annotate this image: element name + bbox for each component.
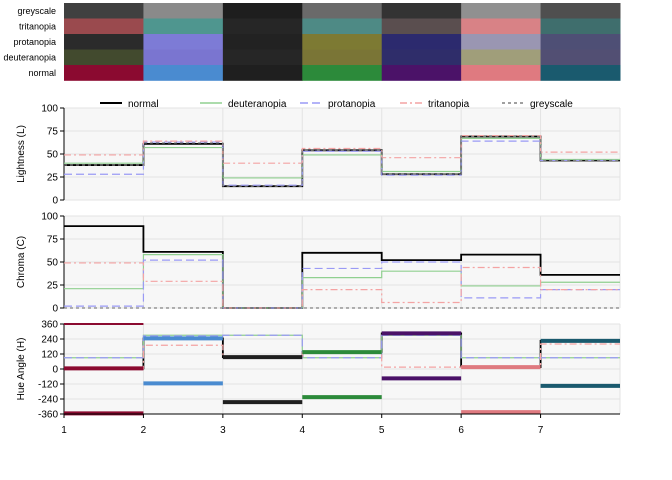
x-tick-label: 3 [220, 425, 226, 436]
x-tick-label: 2 [141, 425, 147, 436]
strip-cell-deuteranopia-1 [64, 49, 144, 66]
legend-label-normal: normal [128, 99, 159, 110]
x-tick-label: 4 [300, 425, 306, 436]
y-axis-label: Chroma (C) [16, 236, 27, 288]
y-tick-label: 120 [41, 350, 58, 361]
strip-row-label-greyscale: greyscale [17, 6, 56, 16]
legend-item-tritanopia: tritanopia [400, 99, 470, 110]
strip-cell-greyscale-2 [143, 3, 224, 19]
chart-legend: normal deuteranopia protanopia tritanopia gr… [100, 99, 573, 110]
y-tick-label: 50 [47, 258, 59, 269]
legend-item-deuteranopia: deuteranopia [200, 99, 287, 110]
series-line-protanopia [64, 259, 620, 309]
strip-cell-protanopia-7 [540, 34, 621, 50]
strip-cell-normal-5 [381, 65, 462, 81]
y-tick-label: 25 [47, 281, 59, 292]
series-line-protanopia [64, 140, 620, 186]
y-tick-label: 0 [52, 304, 58, 315]
strip-cell-deuteranopia-3 [222, 49, 303, 66]
series-line-tritanopia [64, 135, 620, 164]
strip-cell-tritanopia-6 [461, 18, 542, 35]
legend-label-protanopia: protanopia [328, 99, 376, 110]
strip-cell-protanopia-6 [461, 34, 542, 50]
strip-cell-deuteranopia-5 [381, 49, 462, 66]
legend-label-deuteranopia: deuteranopia [228, 99, 287, 110]
legend-label-tritanopia: tritanopia [428, 99, 470, 110]
strip-cell-normal-7 [540, 65, 621, 81]
series-line-normal [64, 225, 620, 309]
series-line-deuteranopia [64, 254, 620, 309]
y-tick-label: 100 [41, 104, 58, 115]
legend-item-normal: normal [100, 99, 159, 110]
panel-lightness-l: 0 25 50 75 100 Lightness (L) [16, 104, 621, 207]
strip-cell-tritanopia-7 [540, 18, 621, 35]
strip-cell-deuteranopia-7 [540, 49, 621, 66]
strip-cell-deuteranopia-4 [302, 49, 383, 66]
strip-cell-tritanopia-5 [381, 18, 462, 35]
strip-cell-greyscale-6 [461, 3, 542, 19]
panel-hue-angle-h: -360 -240 -120 0 120 240 360 Hue Angle (H) 1 2 3 4 5… [16, 320, 621, 436]
series-line-protanopia [64, 334, 620, 359]
y-tick-label: 240 [41, 335, 58, 346]
strip-cell-greyscale-1 [64, 3, 144, 19]
y-axis-label: Hue Angle (H) [16, 338, 27, 401]
strip-cell-normal-1 [64, 65, 144, 81]
x-tick-label: 6 [458, 425, 464, 436]
panel-chroma-c: 0 25 50 75 100 Chroma (C) [16, 212, 621, 315]
x-tick-label: 5 [379, 425, 385, 436]
strip-cell-greyscale-5 [381, 3, 462, 19]
x-tick-label: 1 [61, 425, 67, 436]
y-tick-label: 0 [52, 365, 58, 376]
y-tick-label: 75 [47, 235, 59, 246]
strip-cell-normal-2 [143, 65, 224, 81]
strip-cell-normal-6 [461, 65, 542, 81]
y-tick-label: -120 [38, 380, 58, 391]
series-line-greyscale [64, 135, 620, 187]
strip-cell-greyscale-3 [222, 3, 303, 19]
strip-row-label-deuteranopia: deuteranopia [3, 52, 56, 62]
strip-cell-tritanopia-2 [143, 18, 224, 35]
strip-cell-greyscale-7 [540, 3, 621, 19]
strip-row-label-normal: normal [28, 68, 56, 78]
strip-cell-protanopia-1 [64, 34, 144, 50]
legend-label-greyscale: greyscale [530, 99, 573, 110]
y-tick-label: 0 [52, 196, 58, 207]
series-line-deuteranopia [64, 137, 620, 179]
strip-cell-deuteranopia-2 [143, 49, 224, 66]
legend-item-protanopia: protanopia [300, 99, 376, 110]
strip-row-label-protanopia: protanopia [13, 37, 56, 47]
strip-cell-greyscale-4 [302, 3, 383, 19]
color-strip-heatmap: greyscale tritanopia protanopia deuteranopi… [3, 3, 621, 81]
x-tick-label: 7 [538, 425, 544, 436]
strip-cell-tritanopia-3 [222, 18, 303, 35]
strip-cell-tritanopia-4 [302, 18, 383, 35]
strip-cell-normal-3 [222, 65, 303, 81]
strip-cell-protanopia-2 [143, 34, 224, 50]
y-tick-label: 360 [41, 320, 58, 331]
legend-item-greyscale: greyscale [502, 99, 573, 110]
y-axis-label: Lightness (L) [16, 125, 27, 183]
strip-cell-protanopia-3 [222, 34, 303, 50]
y-tick-label: 75 [47, 127, 59, 138]
y-tick-label: 100 [41, 212, 58, 223]
y-tick-label: 25 [47, 173, 59, 184]
strip-cell-tritanopia-1 [64, 18, 144, 35]
series-line-tritanopia [64, 262, 620, 309]
strip-cell-deuteranopia-6 [461, 49, 542, 66]
y-tick-label: 50 [47, 150, 59, 161]
y-tick-label: -360 [38, 410, 58, 421]
strip-cell-protanopia-5 [381, 34, 462, 50]
strip-cell-protanopia-4 [302, 34, 383, 50]
strip-row-label-tritanopia: tritanopia [19, 21, 56, 31]
strip-cell-normal-4 [302, 65, 383, 81]
y-tick-label: -240 [38, 395, 58, 406]
